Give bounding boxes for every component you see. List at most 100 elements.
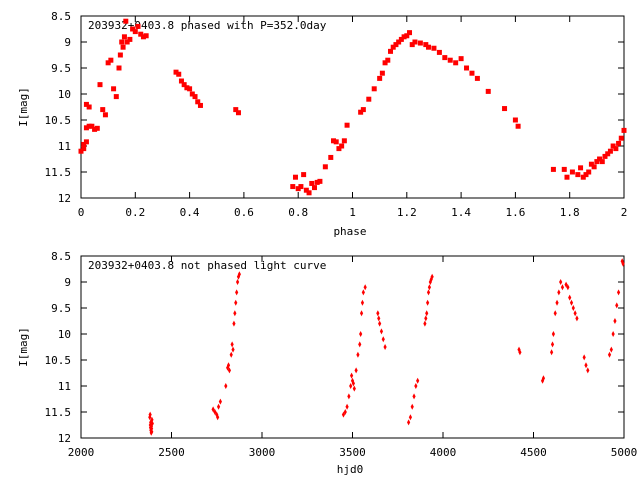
phased-x-tick-label: 0.2 — [125, 206, 145, 219]
phased-data-point — [377, 75, 383, 81]
phased-data-point — [100, 107, 106, 113]
unphased-data-point — [430, 273, 434, 280]
phased-y-tick-label: 9.5 — [51, 62, 71, 75]
unphased-data-point — [571, 305, 575, 311]
unphased-data-point — [611, 331, 615, 337]
phased-data-point — [124, 39, 130, 45]
phased-data-point — [580, 174, 586, 180]
phased-data-point — [189, 91, 195, 97]
phased-data-point — [197, 102, 203, 108]
phased-data-point — [292, 174, 298, 180]
unphased-data-point — [621, 260, 625, 267]
phased-data-point — [192, 94, 198, 100]
phased-data-point — [588, 161, 594, 167]
phased-x-axis-label: phase — [333, 225, 366, 238]
unphased-x-tick-label: 2000 — [68, 446, 95, 459]
phased-x-tick-label: 0 — [78, 206, 85, 219]
phased-data-point — [81, 141, 87, 147]
phased-data-point — [178, 78, 184, 84]
unphased-data-point — [224, 383, 228, 389]
phased-data-point — [341, 138, 347, 144]
unphased-data-point — [150, 420, 154, 427]
phased-data-point — [176, 71, 182, 77]
unphased-x-axis-label: hjd0 — [337, 463, 364, 476]
unphased-data-point — [423, 320, 427, 327]
phased-chart: 203932+0403.8 phased with P=352.0day pha… — [17, 10, 627, 238]
phased-data-point — [138, 31, 144, 37]
phased-data-point — [117, 52, 123, 58]
phased-data-point — [336, 146, 342, 152]
phased-data-point — [130, 26, 136, 32]
unphased-data-point — [360, 299, 365, 306]
unphased-data-point — [234, 299, 238, 306]
phased-data-point — [431, 45, 437, 51]
unphased-data-point — [408, 414, 413, 421]
phased-x-tick-label: 0.8 — [288, 206, 308, 219]
phased-y-tick-label: 8.5 — [51, 10, 71, 23]
phased-data-point — [360, 107, 366, 113]
phased-data-point — [458, 56, 464, 62]
unphased-data-point — [377, 315, 381, 322]
phased-data-point — [407, 30, 413, 36]
unphased-data-point — [361, 289, 365, 296]
phased-data-point — [578, 165, 584, 171]
unphased-data-point — [235, 279, 240, 285]
phased-data-point — [423, 42, 429, 48]
phased-plot-frame — [80, 15, 625, 199]
unphased-data-point — [351, 380, 356, 387]
phased-data-point — [127, 36, 133, 42]
phased-data-point — [597, 156, 603, 162]
phased-y-tick-label: 10 — [58, 88, 71, 101]
unphased-data-point — [358, 341, 362, 348]
phased-x-tick-label: 1.6 — [505, 206, 525, 219]
phased-data-point — [426, 44, 432, 50]
phased-data-point — [330, 138, 336, 144]
unphased-data-point — [616, 289, 621, 296]
phased-data-point — [135, 23, 141, 29]
unphased-data-point — [349, 372, 354, 379]
phased-data-point — [453, 60, 459, 66]
unphased-chart: 203932+0403.8 not phased light curve hjd… — [17, 250, 637, 476]
unphased-data-point — [231, 346, 235, 353]
phased-data-point — [602, 153, 608, 159]
unphased-data-point — [232, 320, 236, 327]
phased-data-point — [594, 159, 600, 165]
phased-x-tick-label: 2 — [621, 206, 628, 219]
unphased-data-point — [553, 310, 557, 317]
phased-x-tick-label: 1.8 — [560, 206, 580, 219]
phased-data-point — [123, 18, 129, 24]
unphased-data-point — [216, 403, 221, 410]
unphased-data-point — [343, 409, 347, 415]
phased-data-point — [512, 117, 518, 123]
phased-data-point — [94, 125, 100, 131]
unphased-y-axis-label: I[mag] — [17, 327, 30, 367]
unphased-data-point — [226, 362, 231, 369]
phased-data-point — [173, 69, 179, 75]
unphased-data-point — [426, 299, 430, 306]
phased-data-point — [599, 159, 605, 165]
phased-data-point — [613, 146, 619, 152]
unphased-x-tick-label: 4000 — [430, 446, 457, 459]
phased-data-point — [366, 96, 372, 102]
phased-data-point — [290, 184, 296, 190]
phased-data-point — [474, 75, 480, 81]
unphased-data-point — [218, 398, 222, 405]
phased-x-tick-label: 1.4 — [451, 206, 471, 219]
unphased-data-point — [615, 302, 619, 309]
phased-y-axis-label: I[mag] — [17, 87, 30, 127]
phased-data-point — [121, 34, 127, 40]
unphased-data-point — [550, 341, 555, 348]
phased-data-point — [303, 187, 309, 193]
phased-data-point — [561, 166, 567, 172]
unphased-data-point — [410, 403, 414, 410]
unphased-x-tick-label: 2500 — [158, 446, 185, 459]
unphased-data-point — [412, 393, 416, 400]
phased-data-point — [181, 82, 187, 88]
unphased-data-point — [227, 367, 232, 374]
unphased-data-point — [551, 331, 556, 337]
unphased-data-point — [407, 419, 411, 426]
unphased-data-point — [609, 346, 613, 353]
unphased-plot-frame — [80, 255, 625, 439]
phased-data-point — [591, 164, 597, 170]
